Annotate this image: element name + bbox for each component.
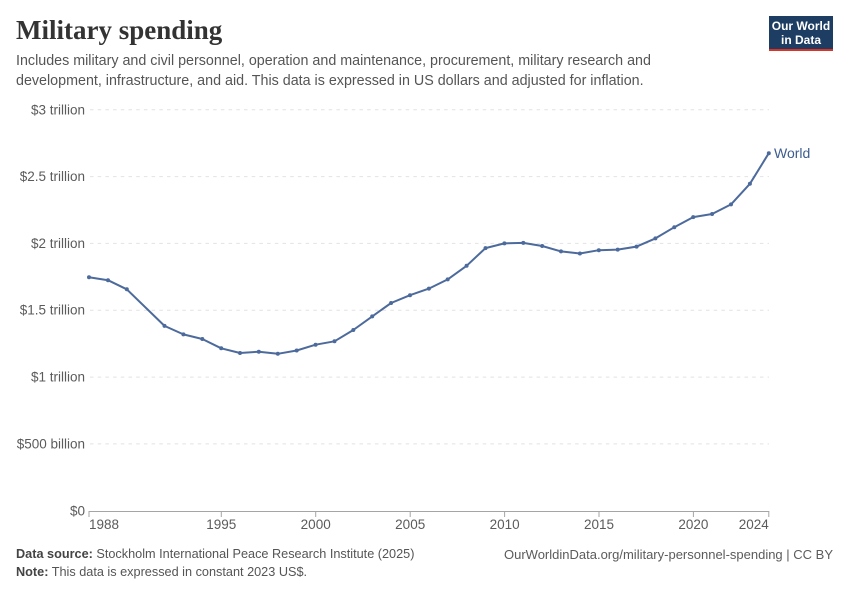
svg-text:$0: $0 xyxy=(70,504,85,519)
svg-text:2015: 2015 xyxy=(584,517,614,532)
svg-text:$3 trillion: $3 trillion xyxy=(31,102,85,117)
svg-text:1988: 1988 xyxy=(89,517,119,532)
svg-text:2005: 2005 xyxy=(395,517,425,532)
svg-text:$1.5 trillion: $1.5 trillion xyxy=(20,303,85,318)
svg-text:$500 billion: $500 billion xyxy=(17,436,85,451)
svg-text:2000: 2000 xyxy=(301,517,331,532)
svg-text:$2.5 trillion: $2.5 trillion xyxy=(20,169,85,184)
svg-text:2024: 2024 xyxy=(739,517,770,532)
svg-text:$1 trillion: $1 trillion xyxy=(31,370,85,385)
svg-text:2020: 2020 xyxy=(678,517,708,532)
svg-text:1995: 1995 xyxy=(206,517,236,532)
svg-text:World: World xyxy=(774,145,810,161)
svg-text:$2 trillion: $2 trillion xyxy=(31,236,85,251)
svg-text:2010: 2010 xyxy=(490,517,520,532)
